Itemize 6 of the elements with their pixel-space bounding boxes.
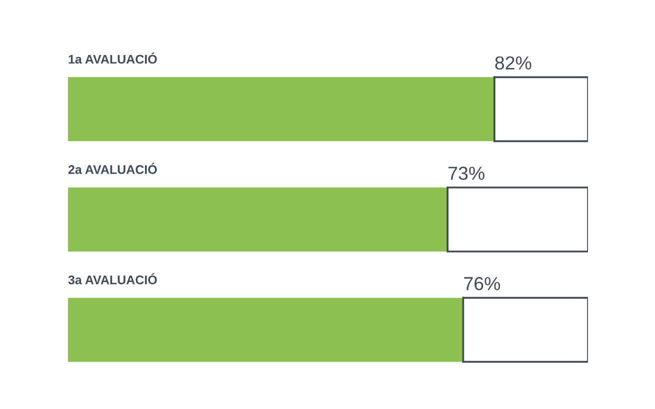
y-tick-label: 2a AVALUACIÓ xyxy=(68,162,157,174)
data-label: 82% xyxy=(495,56,532,70)
y-tick-label: 1a AVALUACIÓ xyxy=(68,52,157,64)
data-label: 76% xyxy=(464,276,500,290)
data-label: 73% xyxy=(448,166,484,180)
y-tick-label: 3a AVALUACIÓ xyxy=(68,273,157,284)
